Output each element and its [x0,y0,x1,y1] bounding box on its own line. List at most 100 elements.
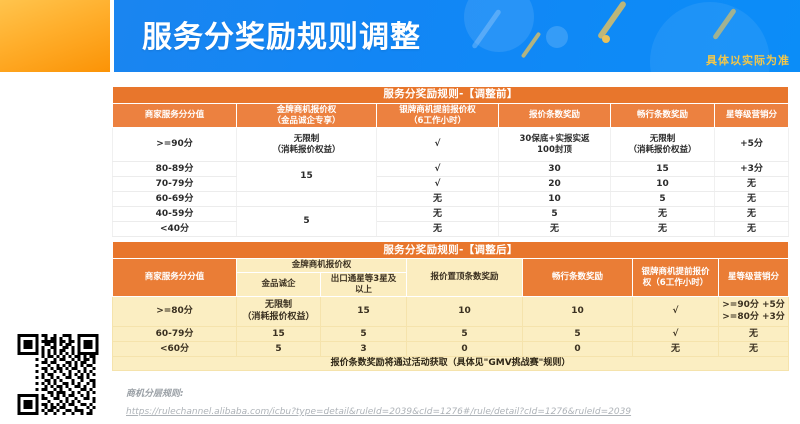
header-silver-early-quote: 银牌商机提前报价 权（6工作小时） [632,258,719,298]
cell-top-quote: 5 [406,326,523,343]
cell-star: +5分 [713,127,790,163]
cell-quote: 10 [498,191,611,208]
table-row: 40-59分 5 无 5 无 无 [112,206,790,238]
cell-flow: 0 [522,341,633,358]
header-gold-export-star-l2: 以上 [354,284,372,295]
cell-score: 60-79分 [112,326,237,343]
table-row: <40分 无 无 无 无 [112,221,790,238]
table-row: <60分 5 3 0 0 无 无 [112,341,790,358]
cell-top-quote: 0 [406,341,523,358]
cell-gold-jinpin: 15 [236,326,321,343]
cell-star: 无 [717,341,790,358]
cell-star: 无 [713,176,790,193]
cell-star: >=90分 +5分 >=80分 +3分 [717,296,790,328]
qr-code [14,331,102,418]
cell-quote: 无 [498,221,611,238]
cell-star: +3分 [713,161,790,178]
table-row: 60-69分 无 10 5 无 [112,191,790,208]
cell-silver: √ [376,161,499,178]
table-row: 70-79分 √ 20 10 无 [112,176,790,193]
cell-star: 无 [713,221,790,238]
banner-orange-block [0,0,110,72]
cell-flow: 5 [522,326,633,343]
table-after-footnote: 报价条数奖励将通过活动获取（具体见"GMV挑战赛"规则） [111,356,790,372]
header-silver-early-quote-l1: 银牌商机提前报价 [641,267,710,278]
cell-flow: 5 [610,191,715,208]
cell-gold-jinpin-l1: 无限制 [264,300,292,311]
banner-blue-block: 服务分奖励规则调整 具体以实际为准 [114,0,800,72]
cell-star: 无 [717,326,790,343]
decorative-slash-icon [596,0,628,40]
decorative-dot-icon [602,35,610,43]
cell-flow: 无限制 （消耗报价权益） [610,127,715,163]
cell-flow: 无 [610,206,715,223]
cell-score: 60-69分 [112,191,237,208]
cell-quote-l2: 100封顶 [537,144,572,155]
header-gold-quote-right-l2: （金品诚企专享） [272,115,341,126]
table-row: 80-89分 15 √ 30 15 +3分 [112,161,790,193]
table-after-header-row-2: 金品诚企 出口通星等3星及 以上 [113,271,789,298]
table-rules-after: 服务分奖励规则-【调整后】 商家服务分分值 金牌商机报价权 报价置顶条数奖励 畅… [111,241,790,372]
cell-score: >=90分 [112,127,237,163]
cell-score: 70-79分 [112,176,237,193]
cell-flow: 无 [610,221,715,238]
cell-silver: √ [376,176,499,193]
header-silver-early-quote-l1: 银牌商机提前报价权 [399,105,476,115]
header-star-marketing-score: 星等级营销分 [713,102,790,129]
header-top-quote-count-reward: 报价置顶条数奖励 [406,258,523,298]
cell-score: <40分 [112,221,237,238]
header-gold-quote-right-l1: 金牌商机报价权 [276,105,337,115]
cell-quote-l1: 30保底+实报实返 [519,134,590,145]
cell-silver: 无 [376,206,499,223]
cell-star-l2: >=80分 +3分 [722,311,785,322]
cell-star: 无 [713,191,790,208]
cell-score: >=80分 [112,296,237,328]
cell-quote: 20 [498,176,611,193]
table-row: 60-79分 15 5 5 5 √ 无 [112,326,790,343]
rules-tables-container: 服务分奖励规则-【调整前】 商家服务分分值 金牌商机报价权 （金品诚企专享） 银… [111,86,790,372]
cell-top-quote: 10 [406,296,523,328]
page-header-banner: 服务分奖励规则调整 具体以实际为准 [0,0,800,72]
cell-flow: 10 [610,176,715,193]
cell-silver: 无 [376,221,499,238]
header-gold-jinpin: 金品诚企 [236,271,321,298]
cell-gold-export-star: 15 [320,296,407,328]
header-score: 商家服务分分值 [112,258,237,298]
header-quote-count-reward: 报价条数奖励 [498,102,611,129]
cell-gold-jinpin: 5 [236,341,321,358]
table-after-footnote-row: 报价条数奖励将通过活动获取（具体见"GMV挑战赛"规则） [111,356,790,372]
table-before-header-row: 商家服务分分值 金牌商机报价权 （金品诚企专享） 银牌商机提前报价权 （6工作小… [112,102,790,129]
table-before-title-row: 服务分奖励规则-【调整前】 [111,86,790,104]
header-score: 商家服务分分值 [112,102,237,129]
cell-score: 80-89分 [112,161,237,178]
header-star-marketing-score: 星等级营销分 [717,258,790,298]
page-title: 服务分奖励规则调整 [142,20,421,55]
cell-silver: √ [632,326,719,343]
footer-rule-link[interactable]: https://rulechannel.alibaba.com/icbu?typ… [126,407,632,417]
table-after-title-row: 服务分奖励规则-【调整后】 [111,241,790,260]
cell-flow-l1: 无限制 [649,134,676,145]
header-gold-quote-right: 金牌商机报价权 （金品诚企专享） [236,102,377,129]
cell-flow: 15 [610,161,715,178]
cell-flow: 10 [522,296,633,328]
cell-quote: 30保底+实报实返 100封顶 [498,127,611,163]
cell-gold-l1: 无限制 [293,134,320,145]
cell-gold-jinpin: 无限制 （消耗报价权益） [236,296,321,328]
cell-star-l1: >=90分 +5分 [722,300,785,311]
cell-gold-span: 15 [236,161,377,193]
cell-gold-span: 5 [236,206,377,238]
cell-silver: √ [376,127,499,163]
cell-flow-l2: （消耗报价权益） [628,144,697,155]
table-rules-before: 服务分奖励规则-【调整前】 商家服务分分值 金牌商机报价权 （金品诚企专享） 银… [111,86,790,238]
header-silver-early-quote-l2: （6工作小时） [409,115,466,126]
cell-score: 40-59分 [112,206,237,223]
cell-quote: 5 [498,206,611,223]
footer-label: 商机分层规则: [126,389,184,399]
table-after-title: 服务分奖励规则-【调整后】 [111,241,790,260]
cell-gold-export-star: 5 [320,326,407,343]
cell-quote: 30 [498,161,611,178]
qr-code-block [10,331,106,418]
cell-star: 无 [713,206,790,223]
header-flow-count-reward: 畅行条数奖励 [610,102,715,129]
cell-gold-export-star: 3 [320,341,407,358]
